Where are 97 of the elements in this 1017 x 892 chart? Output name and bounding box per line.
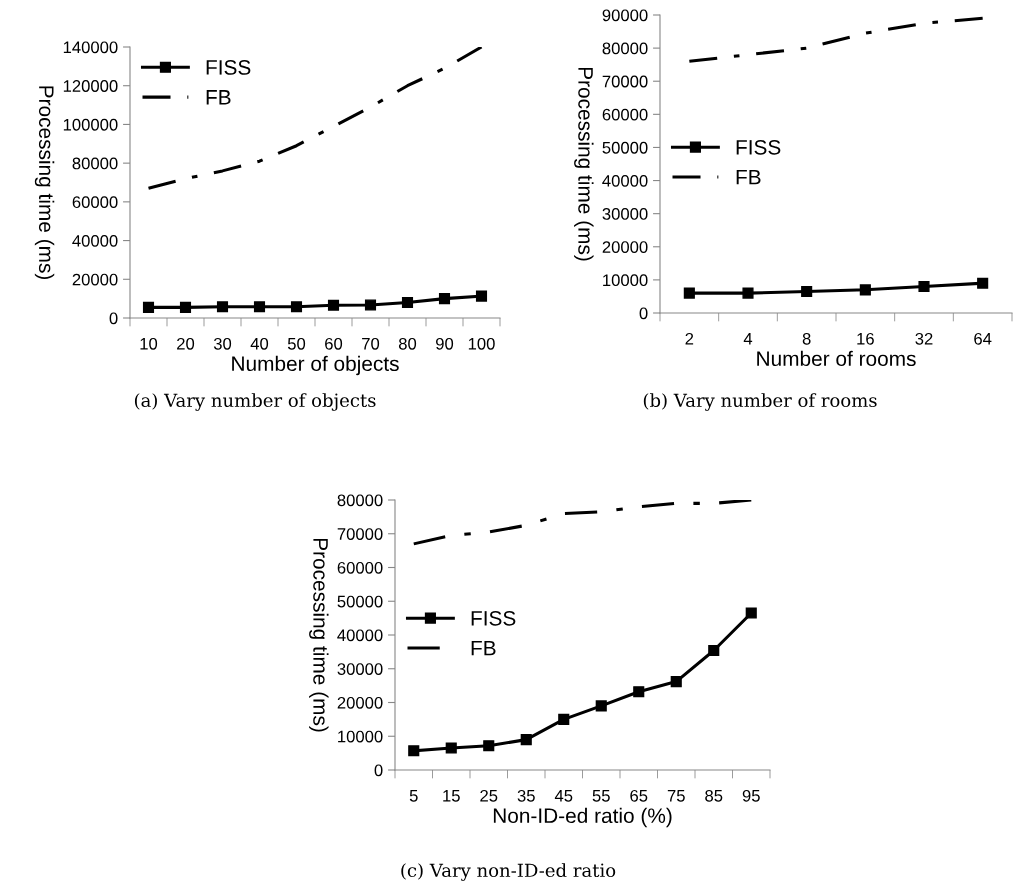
- x-tick-label: 4: [743, 333, 753, 345]
- y-tick-label: 0: [639, 307, 648, 320]
- x-tick-label: 80: [398, 337, 417, 350]
- point: [364, 299, 377, 311]
- x-tick-label: 90: [436, 337, 454, 350]
- y-tick-label: 80000: [337, 494, 383, 507]
- x-tick-label: 55: [592, 790, 610, 802]
- x-axis-title: Number of objects: [232, 355, 399, 376]
- x-tick-label: 20: [177, 337, 195, 350]
- y-tick-label: 60000: [602, 108, 648, 121]
- x-tick-label: 85: [705, 789, 723, 802]
- point: [445, 742, 457, 754]
- x-tick-label: 70: [362, 337, 380, 350]
- y-axis-title: Processing time (ms): [574, 67, 594, 261]
- text: (b) Vary number of rooms: [643, 393, 877, 411]
- text: (c) Vary non-ID-ed ratio: [401, 863, 616, 881]
- point: [475, 290, 488, 302]
- point: [977, 277, 989, 289]
- legend-label: FB: [471, 640, 496, 656]
- y-tick-label: 30000: [337, 663, 383, 675]
- y-tick-label: 60000: [72, 196, 118, 209]
- line-series: [687, 16, 985, 63]
- x-tick-label: 25: [480, 789, 498, 802]
- point: [859, 284, 871, 296]
- point: [179, 301, 192, 313]
- point: [801, 285, 813, 298]
- x-tick-label: 2: [685, 332, 694, 345]
- legend-label: FISS: [471, 610, 516, 626]
- x-tick-label: 16: [857, 332, 874, 345]
- x-tick-label: 30: [213, 337, 232, 350]
- x-tick-label: 50: [287, 337, 306, 350]
- x-tick-label: 100: [468, 337, 495, 350]
- y-tick-label: 120000: [63, 80, 118, 92]
- y-tick-label: 80000: [602, 42, 648, 55]
- y-tick-label: 0: [374, 764, 383, 777]
- point: [290, 301, 303, 313]
- y-tick-label: 90000: [602, 9, 648, 22]
- y-tick-label: 80000: [72, 157, 118, 170]
- y-tick-label: 70000: [337, 528, 383, 540]
- y-tick-label: 50000: [337, 595, 383, 608]
- y-axis-title: Processing time (ms): [309, 538, 329, 732]
- y-tick-label: 50000: [602, 141, 648, 154]
- y-tick-label: 20000: [602, 241, 648, 253]
- x-tick-label: 64: [974, 332, 992, 345]
- point: [142, 301, 155, 313]
- x-tick-label: 60: [325, 337, 343, 350]
- y-tick-label: 40000: [602, 174, 648, 187]
- legend-label: FISS: [206, 60, 251, 75]
- x-tick-label: 10: [140, 337, 158, 350]
- y-tick-label: 100000: [63, 118, 118, 131]
- legend-label: FB: [736, 169, 761, 185]
- x-tick-label: 95: [742, 789, 760, 802]
- point: [670, 676, 682, 688]
- y-tick-label: 40000: [72, 234, 118, 247]
- x-tick-label: 75: [667, 790, 685, 802]
- point: [401, 296, 414, 309]
- line-series: [146, 47, 484, 190]
- y-tick-label: 0: [109, 312, 118, 325]
- x-tick-label: 40: [250, 337, 269, 350]
- point: [253, 301, 266, 313]
- x-tick-label: 32: [915, 332, 933, 345]
- x-tick-label: 8: [802, 332, 811, 345]
- legend-label: FISS: [736, 139, 781, 155]
- y-tick-label: 140000: [63, 41, 118, 54]
- point: [558, 713, 570, 725]
- y-tick-label: 40000: [337, 629, 383, 642]
- text: (a) Vary number of objects: [134, 393, 376, 411]
- y-tick-label: 60000: [337, 561, 383, 574]
- x-tick-label: 35: [517, 789, 535, 802]
- point: [742, 287, 754, 299]
- point: [327, 299, 340, 311]
- point: [520, 734, 532, 746]
- line-series: [412, 500, 753, 546]
- y-tick-label: 10000: [338, 730, 383, 743]
- point: [483, 740, 495, 752]
- point: [683, 287, 695, 299]
- x-tick-label: 15: [443, 790, 460, 802]
- point: [216, 301, 229, 313]
- x-tick-label: 5: [409, 790, 418, 802]
- y-tick-label: 20000: [337, 696, 383, 709]
- y-tick-label: 10000: [603, 274, 648, 287]
- point: [595, 700, 607, 712]
- y-tick-label: 20000: [72, 273, 118, 286]
- y-tick-label: 70000: [602, 75, 648, 88]
- point: [745, 607, 757, 619]
- y-axis-title: Processing time (ms): [34, 86, 55, 280]
- x-tick-label: 65: [630, 789, 648, 802]
- y-tick-label: 30000: [602, 208, 648, 220]
- legend-label: FB: [206, 90, 231, 105]
- point: [438, 293, 451, 305]
- point: [408, 745, 420, 757]
- x-tick-label: 45: [554, 790, 573, 802]
- point: [633, 686, 645, 698]
- x-axis-title: Number of rooms: [757, 350, 916, 367]
- point: [708, 644, 720, 657]
- x-axis-title: Non-ID-ed ratio (%): [493, 807, 672, 828]
- point: [918, 280, 930, 293]
